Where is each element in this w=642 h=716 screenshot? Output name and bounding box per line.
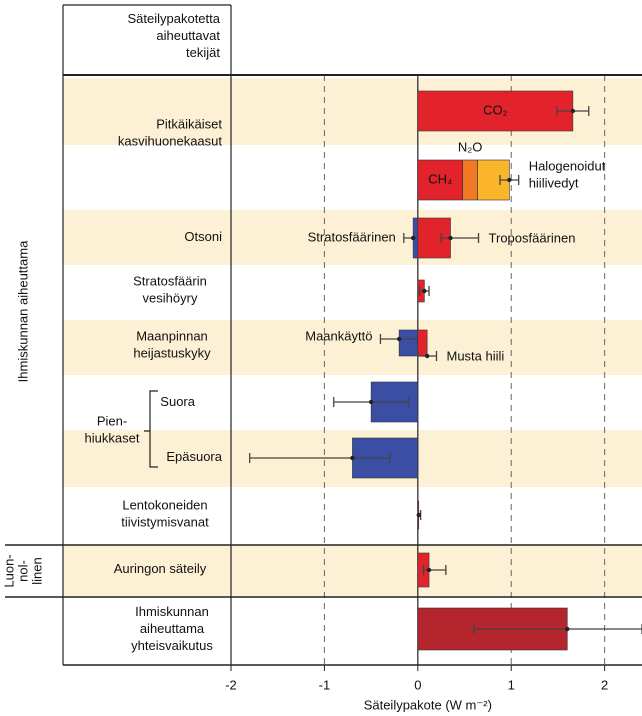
row-band [63, 210, 642, 265]
error-center [410, 235, 416, 241]
header-line: tekijät [186, 45, 220, 60]
group-label: Luon- [1, 554, 16, 587]
bar-label: CO₂ [483, 102, 508, 117]
error-center [416, 512, 421, 518]
bracket [144, 390, 158, 468]
error-center [426, 567, 432, 573]
error-center [350, 455, 355, 461]
row-label-line: kasvihuonekaasut [118, 134, 222, 149]
row-label-line: Otsoni [184, 229, 222, 244]
group-label-line: hiukkaset [85, 431, 140, 446]
group-label: Pien-hiukkaset [85, 414, 140, 446]
row-label-line: Stratosfäärin [133, 274, 207, 289]
error-center [570, 108, 576, 114]
group-label: nol- [15, 560, 30, 582]
bar-label-line: hiilivedyt [529, 176, 579, 191]
bar [462, 159, 478, 201]
row-label-line: Lentokoneiden [122, 498, 207, 513]
x-axis-label: Säteilypakote (W m⁻²) [364, 697, 492, 712]
error-center [424, 353, 430, 359]
row-label: Stratosfäärin vesihöyry [133, 274, 207, 306]
bar [417, 159, 463, 201]
row-label: Lentokoneiden tiivistymisvanat [121, 498, 209, 530]
bar [398, 329, 419, 357]
error-center [448, 235, 453, 241]
x-tick-label: 2 [601, 677, 608, 692]
bar-label: Halogenoidut hiilivedyt [529, 159, 606, 191]
row-label-line: Suora [160, 394, 195, 409]
x-tick-label: -2 [225, 677, 237, 692]
row-label-line: Ihmiskunnan [135, 604, 209, 619]
row-label: Pitkäikäiset kasvihuonekaasut [118, 117, 222, 149]
header-line: Säteilypakotetta [127, 11, 220, 26]
bar-label: Troposfäärinen [489, 230, 576, 245]
error-center [422, 288, 427, 294]
row-label-line: aiheuttama [140, 621, 205, 636]
error-bar [249, 453, 391, 463]
row-label-line: tiivistymisvanat [121, 515, 209, 530]
bar-label-line: Halogenoidut [529, 159, 606, 174]
row-label-line: Maanpinnan [136, 329, 208, 344]
header-line: aiheuttavat [156, 28, 220, 43]
group-label-line: Pien- [97, 414, 127, 429]
row-label: Otsoni [184, 229, 222, 244]
bar-label: CH₄ [428, 171, 452, 186]
group-label: Ihmiskunnan aiheuttama [15, 240, 30, 382]
row-label: Auringon säteily [114, 561, 207, 576]
row-label-line: vesihöyry [143, 291, 198, 306]
x-tick-label: -1 [319, 677, 331, 692]
group-label: linen [29, 557, 44, 584]
row-label-line: Auringon säteily [114, 561, 207, 576]
error-center [565, 626, 570, 632]
x-tick-label: 1 [508, 677, 515, 692]
bar [417, 329, 428, 357]
bar-label: Stratosfäärinen [308, 229, 396, 244]
row-label-line: heijastuskyky [133, 346, 211, 361]
row-label-line: Epäsuora [166, 449, 222, 464]
error-bar [473, 624, 642, 634]
x-tick-label: 0 [414, 677, 421, 692]
row-band [63, 545, 642, 597]
error-center [396, 336, 402, 342]
bar-label: Musta hiili [447, 348, 505, 363]
row-label: Ihmiskunnan aiheuttama yhteisvaikutus [131, 604, 213, 653]
error-center [368, 399, 374, 405]
row-band [63, 320, 642, 375]
row-label: Epäsuora [166, 449, 222, 464]
row-label-line: yhteisvaikutus [131, 638, 213, 653]
bar [417, 90, 574, 132]
header: Säteilypakotetta aiheuttavat tekijät [127, 11, 220, 60]
error-center [507, 177, 512, 183]
row-label: Maanpinnan heijastuskyky [133, 329, 211, 361]
row-label: Suora [160, 394, 195, 409]
error-bar [440, 233, 480, 243]
bar-label: Maankäyttö [305, 328, 372, 343]
row-label-line: Pitkäikäiset [156, 117, 222, 132]
bar-label: N₂O [458, 139, 483, 154]
